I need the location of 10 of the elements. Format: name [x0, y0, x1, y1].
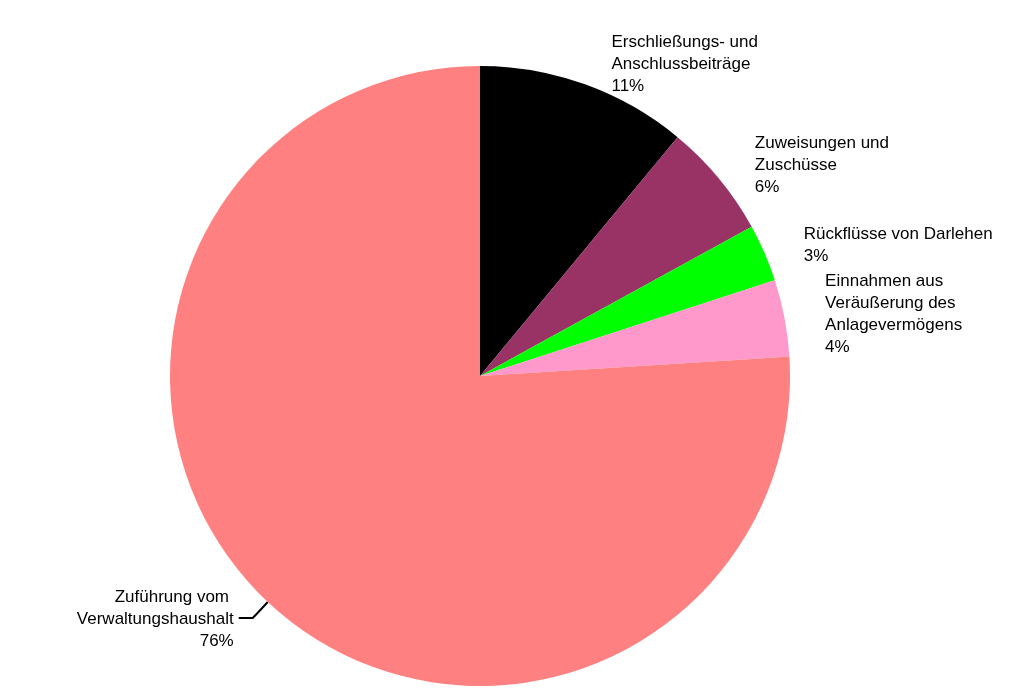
data-label: 76%: [199, 630, 234, 650]
slice-label: Rückflüsse von Darlehen: [803, 223, 993, 243]
data-label: 11%: [611, 76, 645, 96]
slice-label: Zuweisungen und Zuschüsse: [754, 132, 894, 174]
data-label: 3%: [803, 245, 829, 265]
slice-label: Einnahmen aus Veräußerung des Anlagevermögens: [825, 271, 963, 335]
slice-label: Erschließungs- und Anschlussbeiträge: [611, 32, 763, 74]
data-label: 6%: [754, 176, 780, 196]
data-label: 4%: [825, 337, 850, 357]
slice-label: Zuführung vom Verwaltungshaushalt: [76, 586, 234, 628]
